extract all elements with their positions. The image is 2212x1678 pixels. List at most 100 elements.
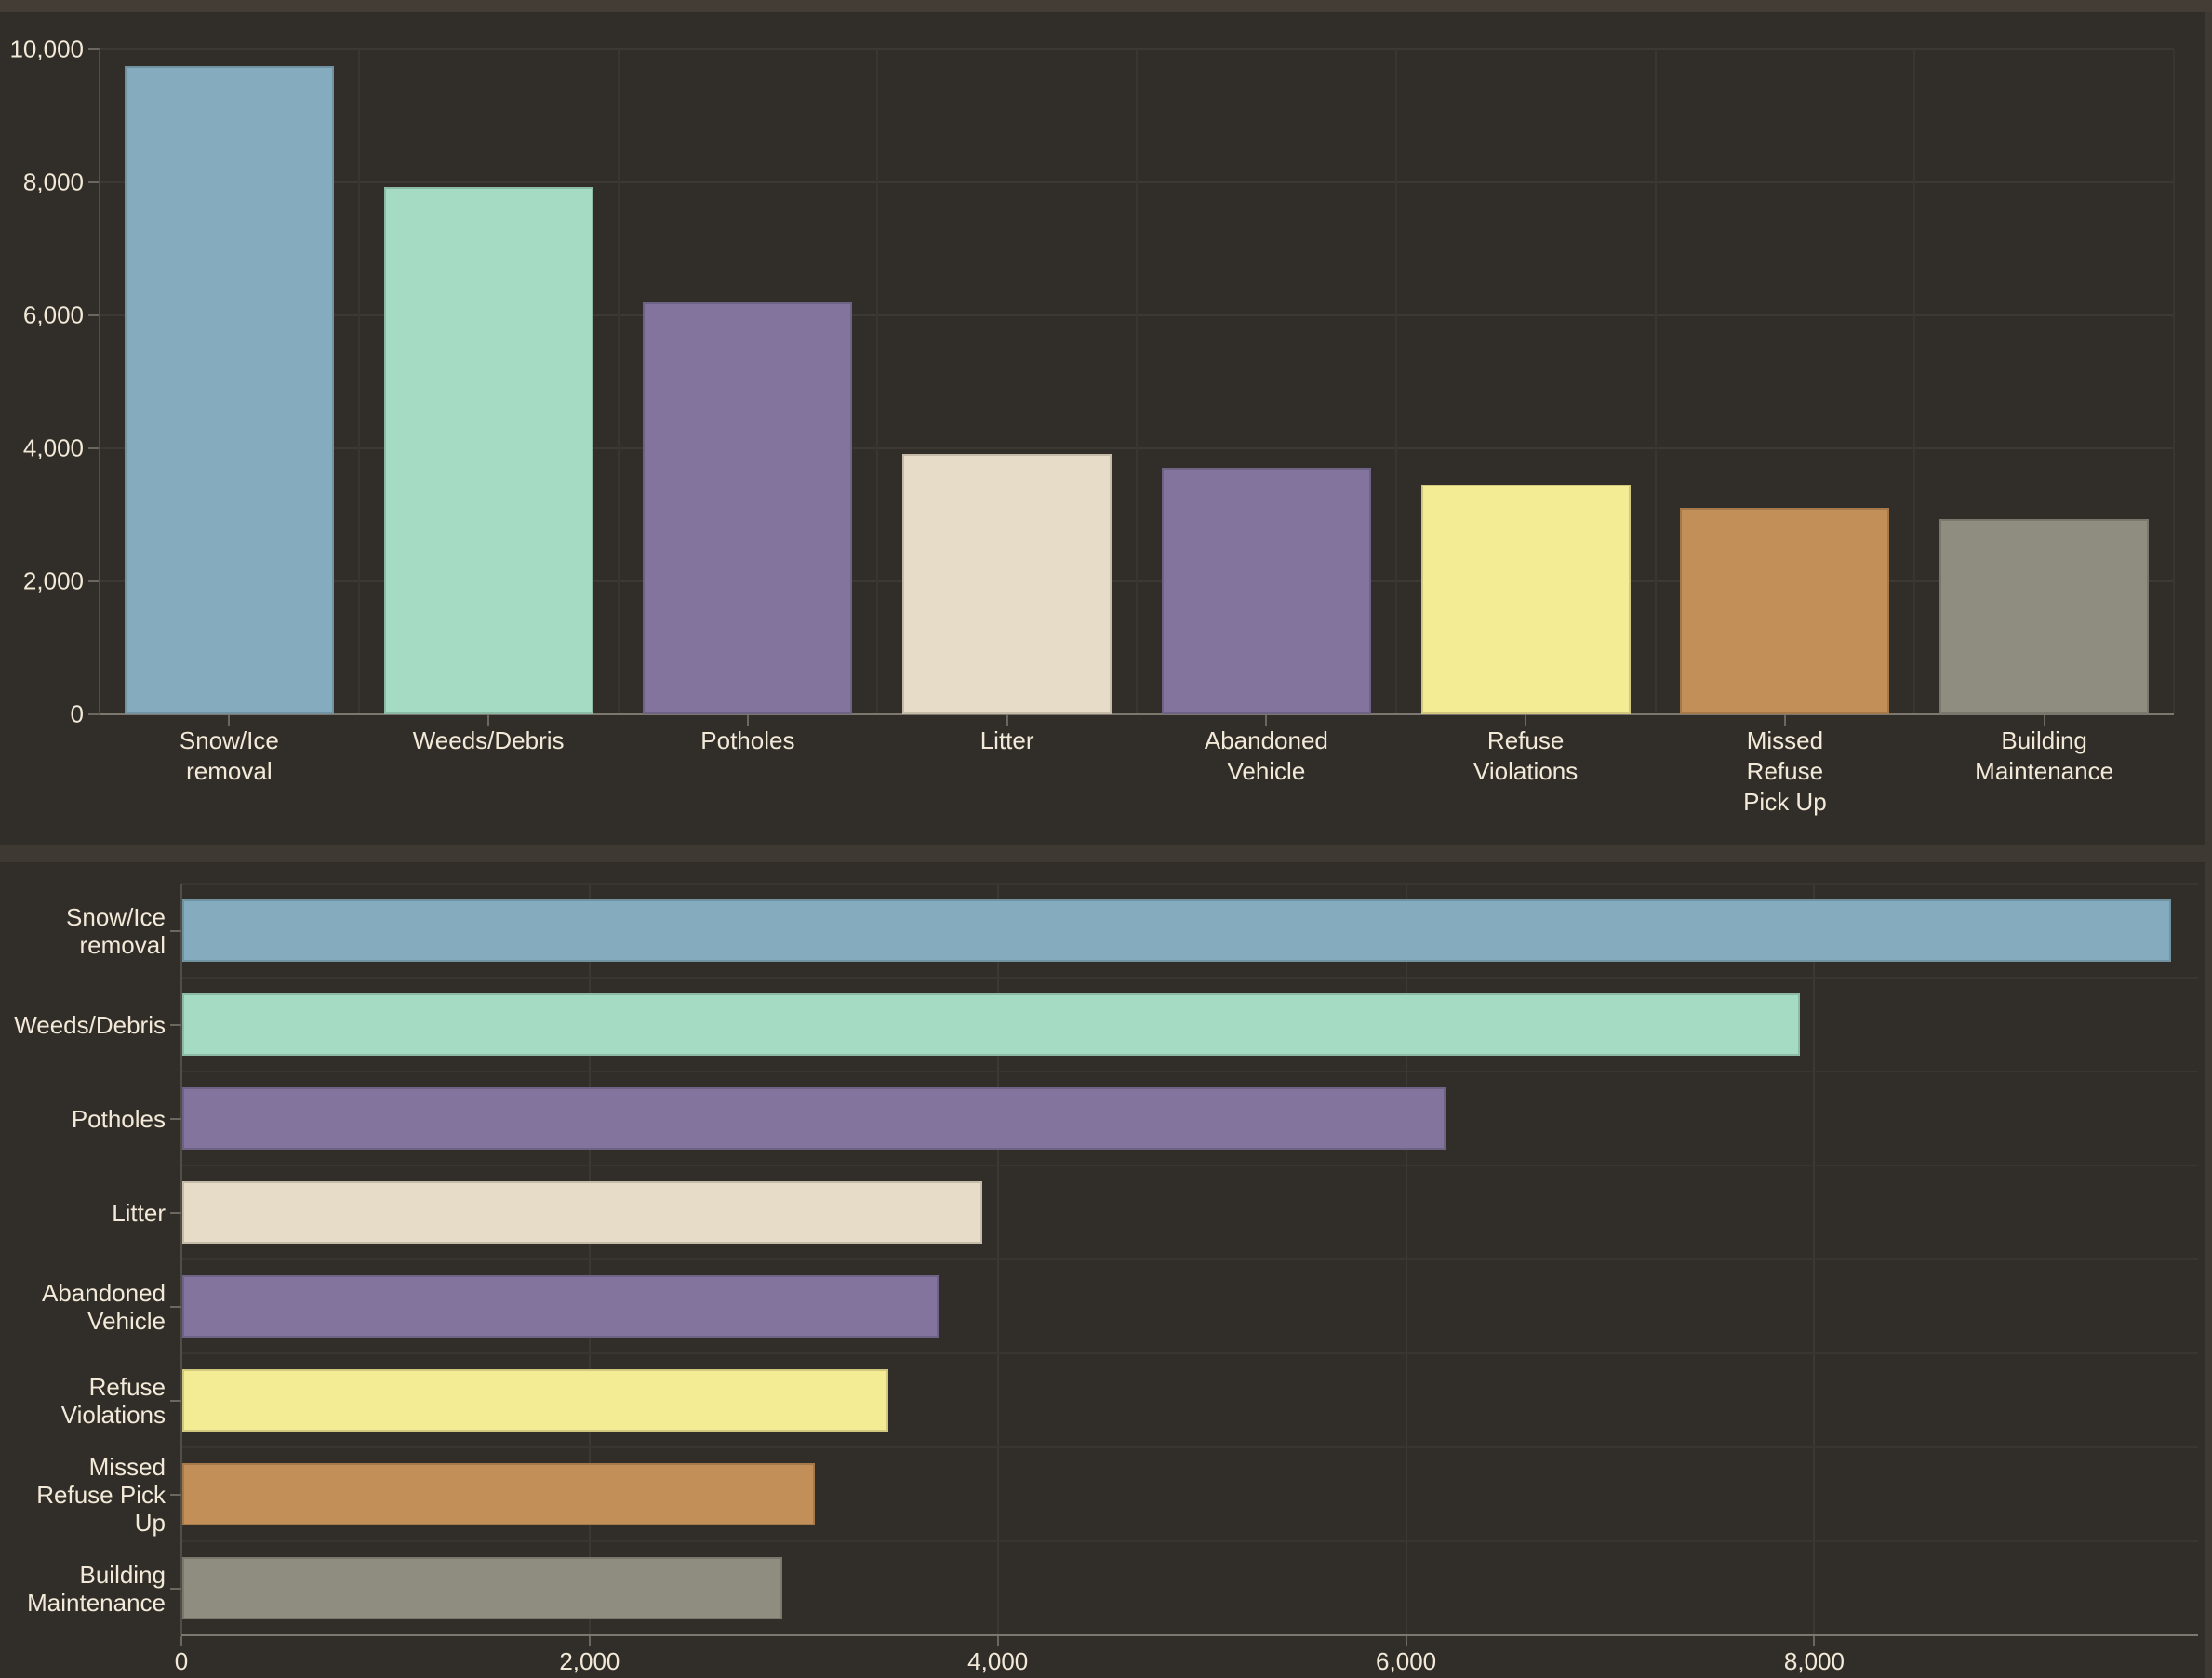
bar[interactable] — [902, 454, 1112, 714]
band-separator — [1913, 49, 1916, 714]
bar[interactable] — [182, 1463, 815, 1525]
tick-mark — [746, 715, 749, 726]
x-axis-tick-label: 0 — [174, 1647, 189, 1675]
category-label: Building Maintenance — [27, 1561, 166, 1617]
category-label-line: Potholes — [700, 726, 795, 754]
band-separator — [1654, 49, 1657, 714]
band-separator — [181, 977, 2198, 979]
category-label-line: Abandoned — [1204, 726, 1328, 754]
y-axis-tick-label: 6,000 — [22, 300, 84, 329]
tick-mark — [170, 1399, 181, 1402]
x-axis-tick-label: 8,000 — [1783, 1647, 1845, 1675]
category-label: Building Maintenance — [1975, 726, 2113, 787]
category-label-line: Building — [79, 1560, 166, 1589]
tick-mark — [170, 1117, 181, 1120]
category-axis-line — [100, 713, 2174, 715]
category-label-line: Pick Up — [1743, 788, 1827, 816]
tick-mark — [88, 314, 100, 316]
y-axis-tick-label: 8,000 — [22, 167, 84, 196]
tick-mark — [88, 48, 100, 50]
tick-mark — [1783, 715, 1786, 726]
band-separator — [181, 1071, 2198, 1072]
category-label: Weeds/Debris — [413, 726, 565, 756]
tick-mark — [1265, 715, 1268, 726]
tick-mark — [228, 715, 231, 726]
category-axis-line — [180, 884, 182, 1635]
category-label-line: Weeds/Debris — [14, 1010, 166, 1039]
bar[interactable] — [182, 1181, 982, 1244]
band-separator — [181, 1165, 2198, 1166]
band-separator — [357, 49, 360, 714]
category-label: Weeds/Debris — [14, 1011, 166, 1039]
category-label-line: Building — [2001, 726, 2087, 754]
band-separator — [181, 1446, 2198, 1448]
bar[interactable] — [125, 66, 334, 714]
category-label-line: Missed — [88, 1452, 166, 1481]
value-axis-line — [99, 49, 100, 714]
top-window-strip — [0, 0, 2212, 12]
band-separator — [617, 49, 620, 714]
category-label-line: removal — [186, 757, 273, 785]
category-label: Missed Refuse Pick Up — [36, 1453, 166, 1537]
band-separator — [1394, 49, 1397, 714]
tick-mark — [88, 447, 100, 449]
y-axis-tick-label: 4,000 — [22, 433, 84, 462]
category-label-line: removal — [79, 930, 166, 959]
category-label-line: Litter — [112, 1198, 166, 1227]
category-label: Abandoned Vehicle — [1205, 726, 1328, 787]
tick-mark — [1525, 715, 1527, 726]
category-label-line: Snow/Ice — [66, 902, 166, 931]
category-label: Snow/Ice removal — [180, 726, 279, 787]
tick-mark — [170, 1305, 181, 1308]
category-label-line: Refuse Pick — [36, 1480, 166, 1509]
bar[interactable] — [1680, 508, 1889, 714]
y-axis-tick-label: 10,000 — [9, 34, 84, 63]
category-label-line: Refuse — [1746, 757, 1824, 785]
bar[interactable] — [182, 993, 1800, 1056]
band-separator — [181, 1352, 2198, 1354]
bar[interactable] — [182, 1275, 939, 1338]
category-label-line: Missed — [1746, 726, 1824, 754]
x-axis-tick-label: 2,000 — [559, 1647, 620, 1675]
band-separator — [2173, 49, 2175, 714]
y-axis-tick-label: 0 — [70, 699, 84, 728]
tick-mark — [2043, 715, 2045, 726]
tick-mark — [88, 181, 100, 183]
bar[interactable] — [182, 899, 2171, 962]
category-label-line: Snow/Ice — [179, 726, 279, 754]
category-label-line: Maintenance — [27, 1588, 166, 1617]
category-label-line: Refuse — [1486, 726, 1565, 754]
tick-mark — [588, 1636, 591, 1646]
bar[interactable] — [1939, 519, 2149, 714]
bar[interactable] — [643, 302, 852, 714]
category-label-line: Vehicle — [1227, 757, 1306, 785]
tick-mark — [170, 929, 181, 932]
tick-mark — [1006, 715, 1008, 726]
category-label: Refuse Violations — [1473, 726, 1578, 787]
tick-mark — [170, 1023, 181, 1026]
band-separator — [876, 49, 879, 714]
bar[interactable] — [182, 1087, 1446, 1150]
tick-mark — [170, 1211, 181, 1214]
tick-mark — [996, 1636, 999, 1646]
tick-mark — [487, 715, 490, 726]
bar[interactable] — [384, 187, 593, 714]
tick-mark — [180, 1636, 182, 1646]
bar[interactable] — [1421, 485, 1631, 714]
bar[interactable] — [1162, 468, 1371, 714]
category-label-line: Violations — [1472, 757, 1579, 785]
category-label: Potholes — [72, 1105, 166, 1133]
category-label: Litter — [112, 1199, 166, 1227]
category-label: Litter — [980, 726, 1034, 756]
y-axis-tick-label: 2,000 — [22, 566, 84, 595]
bar[interactable] — [182, 1369, 888, 1432]
tick-mark — [1813, 1636, 1816, 1646]
tick-mark — [88, 713, 100, 715]
bar[interactable] — [182, 1557, 782, 1619]
category-label-line: Weeds/Debris — [412, 726, 565, 754]
category-label-line: Abandoned — [41, 1278, 166, 1307]
tick-mark — [1405, 1636, 1407, 1646]
category-label: Snow/Ice removal — [66, 903, 166, 959]
